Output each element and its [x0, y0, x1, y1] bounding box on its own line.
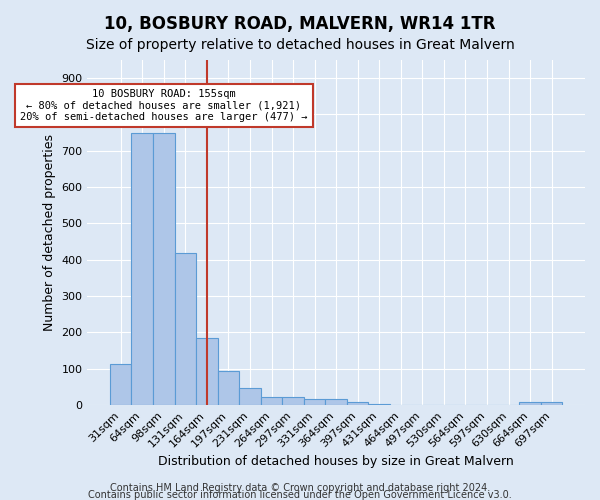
Bar: [153, 132, 175, 405]
Text: Contains public sector information licensed under the Open Government Licence v3: Contains public sector information licen…: [88, 490, 512, 500]
Bar: [519, 402, 541, 405]
Text: 10 BOSBURY ROAD: 155sqm
← 80% of detached houses are smaller (1,921)
20% of semi: 10 BOSBURY ROAD: 155sqm ← 80% of detache…: [20, 89, 308, 122]
Bar: [347, 402, 368, 405]
Bar: [175, 252, 196, 405]
Bar: [218, 370, 239, 405]
Bar: [325, 400, 347, 405]
Text: Size of property relative to detached houses in Great Malvern: Size of property relative to detached ho…: [86, 38, 514, 52]
Y-axis label: Number of detached properties: Number of detached properties: [43, 134, 56, 331]
Bar: [110, 364, 131, 405]
Bar: [368, 404, 390, 405]
Bar: [239, 388, 261, 405]
Bar: [541, 402, 562, 405]
Bar: [131, 134, 153, 405]
Bar: [304, 398, 325, 405]
Bar: [196, 338, 218, 405]
Bar: [282, 397, 304, 405]
Text: 10, BOSBURY ROAD, MALVERN, WR14 1TR: 10, BOSBURY ROAD, MALVERN, WR14 1TR: [104, 15, 496, 33]
Bar: [261, 397, 282, 405]
Text: Contains HM Land Registry data © Crown copyright and database right 2024.: Contains HM Land Registry data © Crown c…: [110, 483, 490, 493]
X-axis label: Distribution of detached houses by size in Great Malvern: Distribution of detached houses by size …: [158, 454, 514, 468]
